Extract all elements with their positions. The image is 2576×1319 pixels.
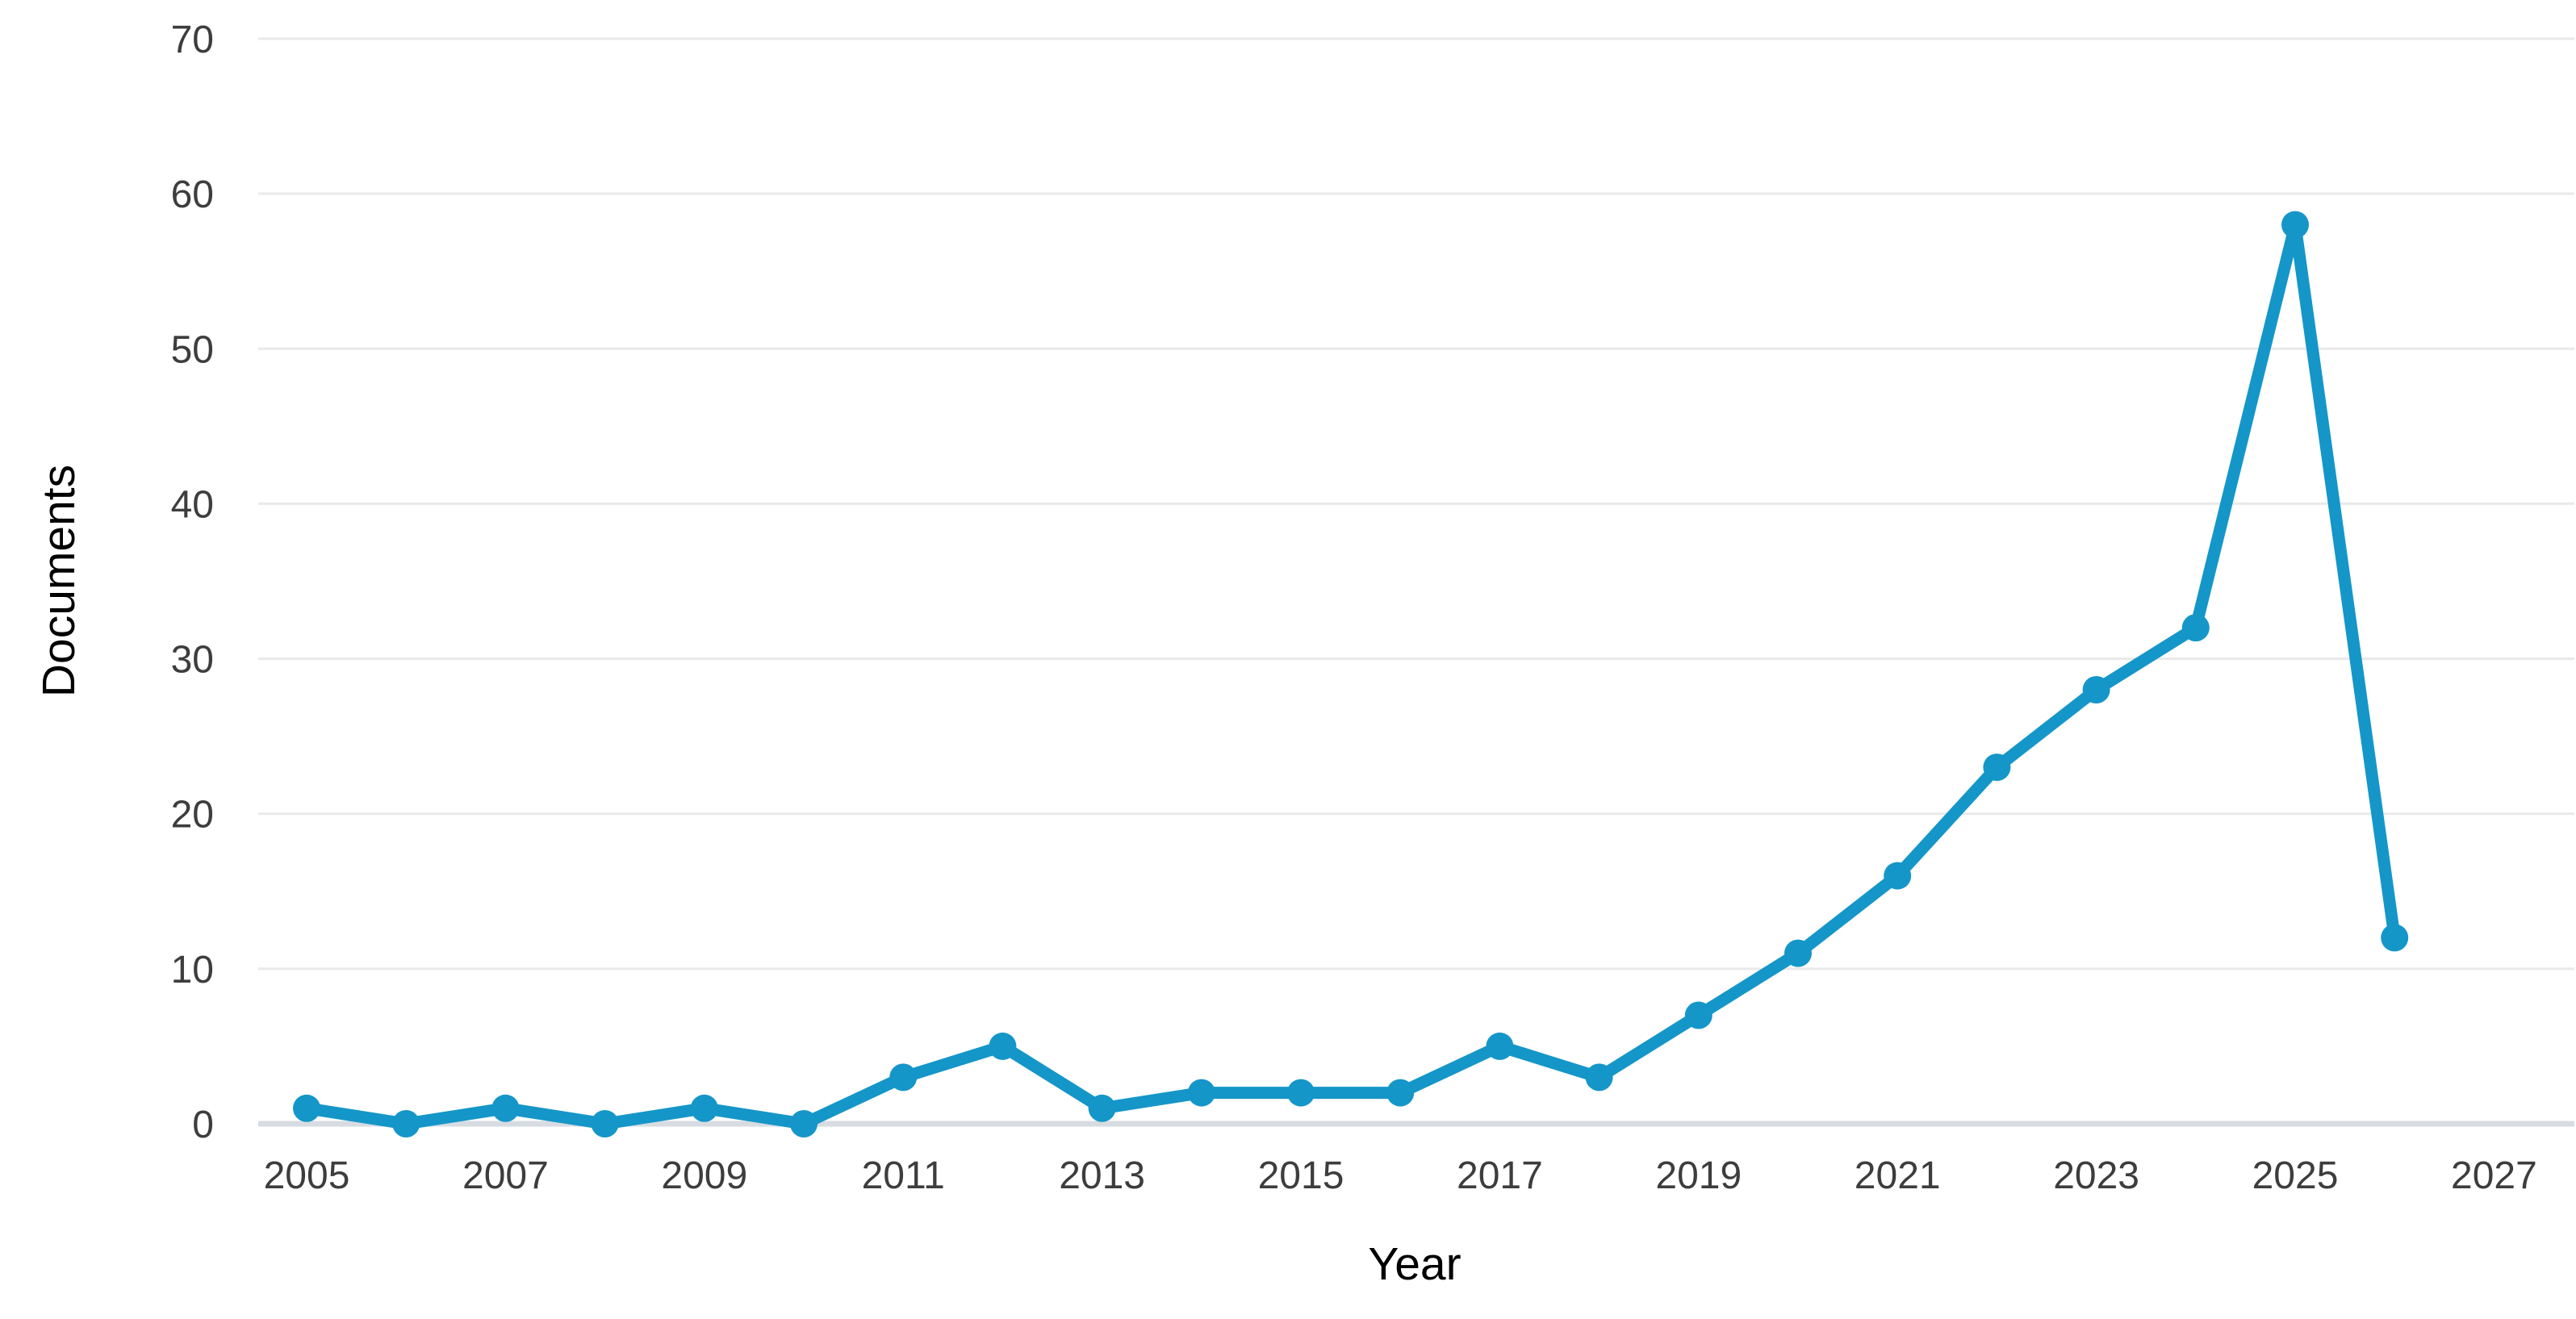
- data-point-marker[interactable]: [2381, 924, 2409, 952]
- data-point-marker[interactable]: [2082, 676, 2110, 703]
- y-axis-tick-label: 20: [171, 794, 214, 837]
- data-point-marker[interactable]: [392, 1110, 420, 1137]
- data-point-marker[interactable]: [690, 1094, 718, 1122]
- y-axis-tick-label: 50: [171, 328, 214, 371]
- data-point-marker[interactable]: [1585, 1063, 1613, 1092]
- x-axis-tick-label: 2027: [2451, 1154, 2537, 1197]
- data-point-marker[interactable]: [1684, 1001, 1712, 1029]
- data-point-marker[interactable]: [491, 1094, 520, 1122]
- data-point-marker[interactable]: [1884, 862, 1912, 890]
- documents-series-group: [293, 211, 2409, 1137]
- data-point-marker[interactable]: [1287, 1079, 1315, 1107]
- data-point-marker[interactable]: [1187, 1079, 1215, 1107]
- data-point-marker[interactable]: [293, 1094, 320, 1122]
- data-point-marker[interactable]: [1486, 1032, 1514, 1060]
- documents-trend-line: [300, 219, 2401, 1130]
- x-axis-tick-labels: 2005 2007 2009 2011 2013 2015 2017 2019 2021 2023…: [264, 1154, 2537, 1197]
- gridline-group: [258, 37, 2574, 1127]
- x-axis-tick-label: 2013: [1059, 1154, 1145, 1197]
- x-axis-tick-label: 2015: [1258, 1154, 1344, 1197]
- data-point-marker[interactable]: [1983, 753, 2011, 782]
- y-axis-title: Documents: [33, 465, 85, 697]
- y-axis-tick-label: 30: [171, 639, 214, 682]
- y-axis-tick-label: 40: [171, 483, 214, 526]
- data-point-marker[interactable]: [1784, 939, 1812, 967]
- x-axis-tick-label: 2023: [2053, 1154, 2139, 1197]
- data-point-marker[interactable]: [790, 1110, 818, 1137]
- x-axis-tick-label: 2025: [2252, 1154, 2339, 1197]
- y-axis-tick-label: 70: [171, 19, 214, 61]
- y-axis-tick-label: 60: [171, 173, 214, 216]
- x-axis-tick-label: 2011: [862, 1154, 945, 1197]
- y-axis-tick-label: 0: [192, 1104, 214, 1146]
- data-point-marker[interactable]: [989, 1032, 1017, 1060]
- x-axis-tick-label: 2017: [1457, 1154, 1543, 1197]
- y-axis-tick-label: 10: [171, 949, 214, 991]
- x-axis-tick-label: 2009: [661, 1154, 747, 1197]
- data-point-marker[interactable]: [591, 1110, 619, 1137]
- y-axis-tick-labels: 0 10 20 30 40 50 60 70: [171, 19, 214, 1146]
- x-axis-tick-label: 2021: [1855, 1154, 1941, 1197]
- x-axis-tick-label: 2005: [264, 1154, 350, 1197]
- data-point-marker[interactable]: [1386, 1079, 1415, 1107]
- data-point-marker[interactable]: [2181, 614, 2210, 642]
- data-point-marker[interactable]: [2281, 211, 2309, 239]
- x-axis-title: Year: [1368, 1238, 1461, 1290]
- x-axis-tick-label: 2007: [462, 1154, 549, 1197]
- data-point-marker[interactable]: [889, 1063, 918, 1092]
- data-point-marker[interactable]: [1088, 1094, 1116, 1122]
- x-axis-tick-label: 2019: [1655, 1154, 1742, 1197]
